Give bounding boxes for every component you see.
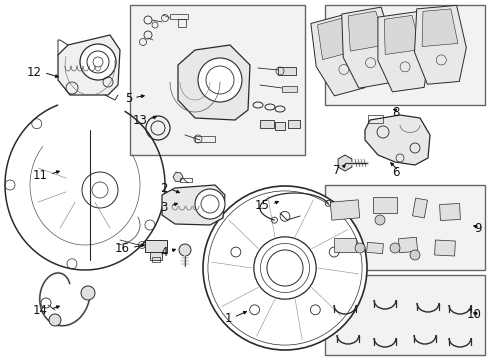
Polygon shape (338, 155, 352, 171)
Circle shape (375, 215, 385, 225)
Circle shape (355, 243, 365, 253)
Polygon shape (367, 242, 383, 254)
Bar (150, 252, 162, 260)
Polygon shape (342, 7, 394, 88)
Circle shape (179, 244, 191, 256)
Polygon shape (415, 5, 466, 84)
Polygon shape (173, 173, 183, 181)
Polygon shape (422, 9, 458, 46)
Bar (152, 257, 160, 262)
Polygon shape (178, 45, 250, 120)
Text: 9: 9 (474, 221, 482, 234)
Circle shape (49, 314, 61, 326)
Bar (195, 136, 215, 142)
Circle shape (390, 243, 400, 253)
Circle shape (198, 58, 242, 102)
Text: 1: 1 (224, 311, 232, 324)
Text: 4: 4 (161, 246, 168, 258)
Bar (275, 122, 285, 130)
Polygon shape (334, 238, 356, 252)
Polygon shape (373, 197, 397, 213)
Circle shape (410, 250, 420, 260)
Bar (180, 178, 192, 182)
Text: 12: 12 (27, 66, 42, 78)
Polygon shape (378, 12, 429, 92)
Bar (260, 120, 274, 128)
Bar (170, 14, 188, 19)
Text: 13: 13 (133, 113, 148, 126)
Bar (178, 19, 186, 27)
Bar (325, 5, 485, 105)
Polygon shape (162, 185, 225, 225)
Circle shape (195, 189, 225, 219)
Text: 16: 16 (115, 242, 130, 255)
Circle shape (203, 186, 367, 350)
Text: 5: 5 (124, 91, 132, 104)
Text: 10: 10 (467, 309, 482, 321)
Polygon shape (330, 200, 360, 220)
Text: 11: 11 (33, 168, 48, 181)
Text: 2: 2 (161, 181, 168, 194)
Polygon shape (435, 240, 455, 256)
Text: 14: 14 (33, 303, 48, 316)
Text: 6: 6 (392, 166, 400, 179)
Polygon shape (311, 13, 367, 96)
Polygon shape (365, 115, 430, 165)
Bar (325, 275, 485, 355)
Text: 8: 8 (392, 105, 400, 118)
Polygon shape (440, 203, 461, 221)
Bar (288, 120, 300, 128)
Text: 7: 7 (333, 163, 340, 176)
Bar (325, 185, 485, 270)
Text: 3: 3 (161, 201, 168, 213)
Bar (145, 240, 167, 252)
Circle shape (81, 286, 95, 300)
Polygon shape (318, 18, 357, 60)
Bar (282, 86, 297, 92)
Text: 15: 15 (255, 198, 270, 212)
Bar (368, 115, 383, 123)
Polygon shape (413, 198, 427, 218)
Bar (278, 67, 296, 75)
Circle shape (80, 44, 116, 80)
Polygon shape (58, 35, 120, 95)
Polygon shape (398, 237, 417, 253)
Bar (130, 5, 305, 155)
Polygon shape (384, 15, 421, 54)
Polygon shape (348, 11, 386, 51)
